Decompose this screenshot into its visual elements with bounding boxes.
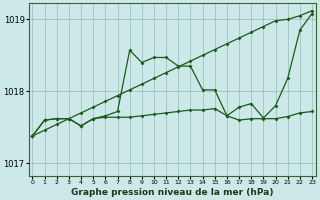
X-axis label: Graphe pression niveau de la mer (hPa): Graphe pression niveau de la mer (hPa)	[71, 188, 274, 197]
